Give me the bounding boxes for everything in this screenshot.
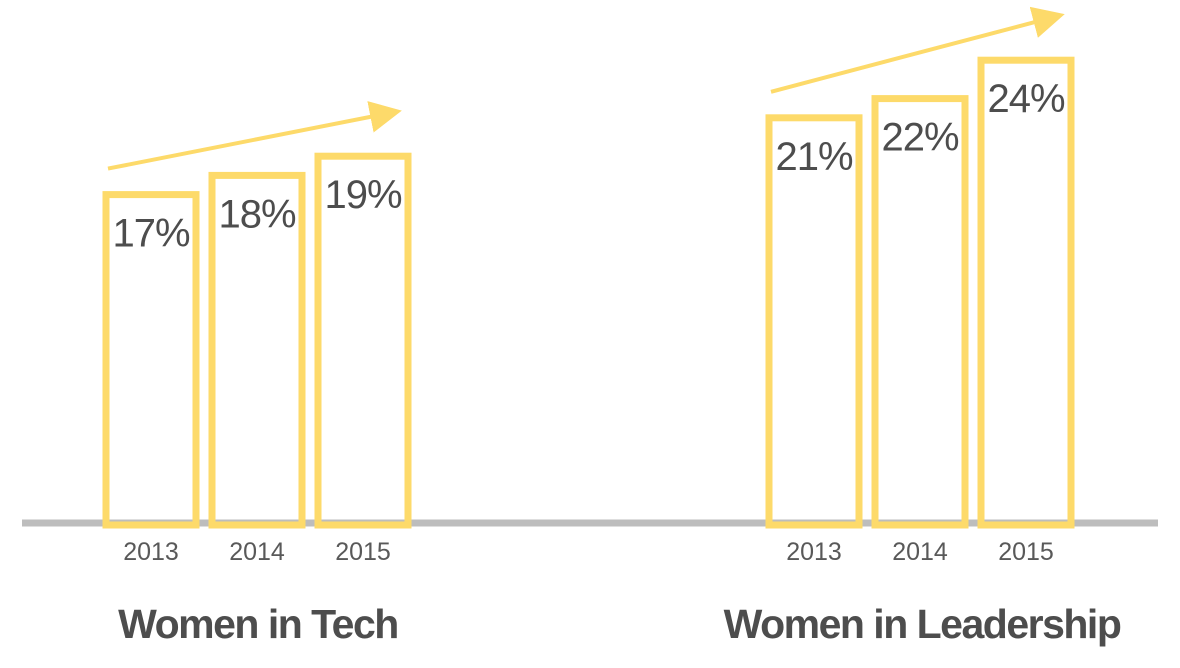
x-tick-label: 2013 xyxy=(786,538,842,566)
bar-2014 xyxy=(208,171,306,529)
bar-value-label: 22% xyxy=(881,116,958,160)
x-tick-label: 2015 xyxy=(335,538,391,566)
trend-arrow xyxy=(107,101,402,171)
bar-2013 xyxy=(765,114,863,529)
x-tick-label: 2014 xyxy=(892,538,948,566)
bar-2015 xyxy=(977,56,1075,529)
bar-value-label: 17% xyxy=(112,212,189,256)
chart-title: Women in Tech xyxy=(118,601,398,647)
chart-title: Women in Leadership xyxy=(724,601,1121,647)
trend-arrow xyxy=(770,6,1065,94)
bar-value-label: 24% xyxy=(987,77,1064,121)
bar-group-2: 21% 2013 22% 2014 24% 2015 Women in Leadership xyxy=(724,6,1122,647)
bar-groups: 17% 2013 18% 2014 19% 2015 Women in Tech 21% 201… xyxy=(102,6,1122,647)
bar-2015 xyxy=(314,152,412,529)
bar-2013 xyxy=(102,191,200,529)
bar-value-label: 18% xyxy=(218,192,295,236)
bar-2014 xyxy=(871,95,969,529)
x-tick-label: 2014 xyxy=(229,538,285,566)
x-tick-label: 2015 xyxy=(998,538,1054,566)
bar-value-label: 21% xyxy=(775,135,852,179)
bar-value-label: 19% xyxy=(324,173,401,217)
bar-group-1: 17% 2013 18% 2014 19% 2015 Women in Tech xyxy=(102,101,412,647)
x-tick-label: 2013 xyxy=(123,538,179,566)
